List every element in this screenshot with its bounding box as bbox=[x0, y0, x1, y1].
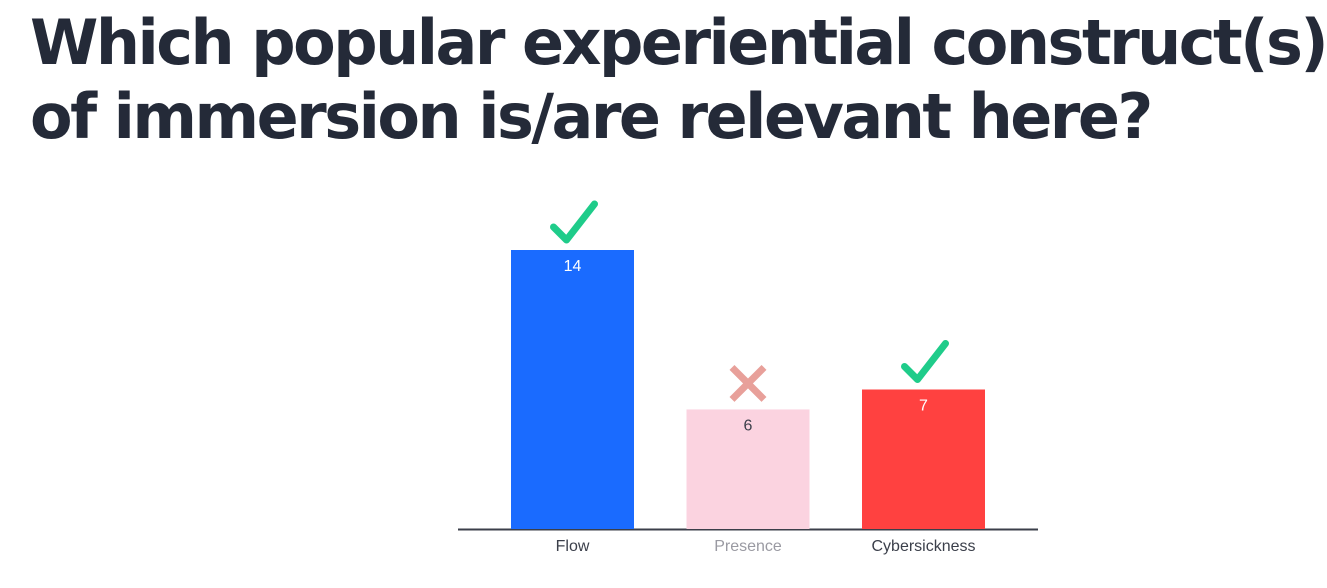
cross-icon bbox=[729, 364, 767, 402]
bar-presence bbox=[686, 409, 810, 529]
category-label-flow: Flow bbox=[556, 538, 590, 555]
check-icon bbox=[550, 200, 598, 244]
bars-group: 14 Flow 6 Presence 7 Cybersickness bbox=[511, 200, 985, 555]
bar-cybersickness bbox=[862, 389, 985, 529]
question-line-1: Which popular experiential construct(s) bbox=[30, 6, 1327, 79]
category-label-cybersickness: Cybersickness bbox=[871, 538, 975, 555]
question-title: Which popular experiential construct(s) … bbox=[30, 6, 1327, 154]
value-label-flow: 14 bbox=[564, 258, 582, 275]
check-icon bbox=[901, 340, 949, 383]
bar-flow bbox=[511, 250, 634, 529]
value-label-presence: 6 bbox=[744, 417, 753, 434]
category-label-presence: Presence bbox=[714, 538, 782, 555]
question-line-2: of immersion is/are relevant here? bbox=[30, 80, 1153, 153]
value-label-cybersickness: 7 bbox=[919, 398, 928, 415]
